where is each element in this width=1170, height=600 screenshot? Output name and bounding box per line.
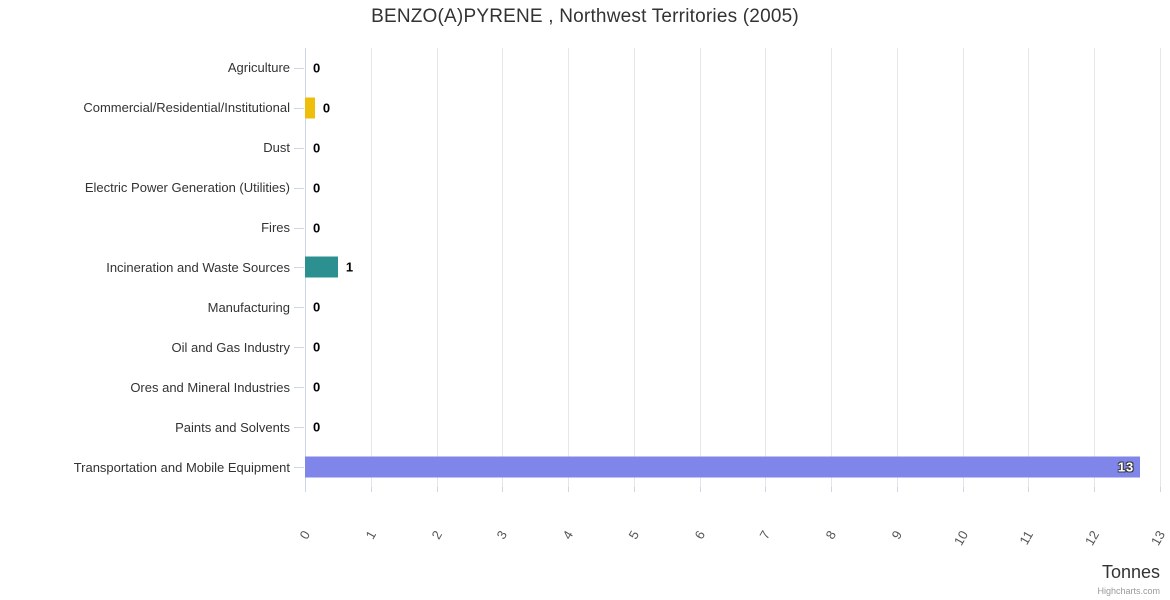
table-row: Agriculture 0	[0, 48, 1160, 88]
bar[interactable]	[305, 97, 315, 119]
gridline	[896, 48, 898, 487]
category-tick-mark	[294, 187, 304, 189]
table-row: Transportation and Mobile Equipment 13	[0, 447, 1160, 487]
x-axis-tick-mark	[831, 487, 833, 492]
table-row: Commercial/Residential/Institutional 0	[0, 88, 1160, 128]
x-axis-tick-mark	[1094, 487, 1096, 492]
x-axis-tick-mark	[699, 487, 701, 492]
category-label: Oil and Gas Industry	[171, 339, 291, 355]
gridline	[1028, 48, 1030, 487]
value-label: 1	[345, 259, 354, 275]
category-tick-mark	[294, 467, 304, 469]
x-axis-tick-mark	[765, 487, 767, 492]
value-label: 0	[313, 299, 321, 315]
highcharts-credits-link[interactable]: Highcharts.com	[1097, 586, 1160, 596]
table-row: Oil and Gas Industry 0	[0, 327, 1160, 367]
table-row: Ores and Mineral Industries 0	[0, 367, 1160, 407]
x-axis-tick-mark	[370, 487, 372, 492]
x-axis-title: Tonnes	[1101, 562, 1160, 582]
gridline	[370, 48, 372, 487]
x-axis-tick-mark	[896, 487, 898, 492]
category-label: Agriculture	[227, 60, 290, 76]
table-row: Dust 0	[0, 128, 1160, 168]
table-row: Paints and Solvents 0	[0, 407, 1160, 447]
value-label: 0	[322, 100, 331, 116]
category-tick-mark	[294, 227, 304, 229]
chart-title: BENZO(A)PYRENE , Northwest Territories (…	[371, 6, 799, 27]
value-label: 0	[313, 180, 321, 196]
category-rows: Agriculture 0 Commercial/Residential/Ins…	[0, 48, 1160, 487]
category-tick-mark	[294, 267, 304, 269]
table-row: Fires 0	[0, 208, 1160, 248]
gridline	[831, 48, 833, 487]
bar[interactable]	[305, 256, 338, 278]
value-label: 0	[313, 140, 321, 156]
value-label: 0	[313, 419, 321, 435]
x-axis-tick-mark	[1160, 487, 1161, 492]
gridline	[962, 48, 964, 487]
table-row: Electric Power Generation (Utilities) 0	[0, 168, 1160, 208]
gridline	[633, 48, 635, 487]
category-label: Incineration and Waste Sources	[106, 259, 290, 275]
x-axis-tick-mark	[568, 487, 570, 492]
gridline	[436, 48, 438, 487]
gridline	[765, 48, 767, 487]
category-tick-mark	[294, 307, 304, 309]
x-axis-tick-mark	[962, 487, 964, 492]
value-label: 0	[313, 379, 321, 395]
category-tick-mark	[294, 67, 304, 69]
category-label: Paints and Solvents	[175, 419, 290, 435]
x-axis-tick-mark	[502, 487, 504, 492]
value-label: 0	[313, 220, 321, 236]
category-label: Dust	[263, 140, 290, 156]
gridline	[699, 48, 701, 487]
category-tick-mark	[294, 347, 304, 349]
table-row: Manufacturing 0	[0, 287, 1160, 327]
category-tick-mark	[294, 387, 304, 389]
category-tick-mark	[294, 147, 304, 149]
x-axis-tick-mark	[436, 487, 438, 492]
value-label: 0	[313, 60, 321, 76]
x-axis-tick-mark	[1028, 487, 1030, 492]
category-label: Electric Power Generation (Utilities)	[84, 180, 290, 196]
gridline	[502, 48, 504, 487]
gridline	[1094, 48, 1096, 487]
category-label: Commercial/Residential/Institutional	[83, 100, 290, 116]
x-axis-tick-mark	[305, 487, 306, 492]
category-label: Transportation and Mobile Equipment	[73, 459, 290, 475]
category-label: Ores and Mineral Industries	[130, 379, 290, 395]
value-label: 0	[313, 339, 321, 355]
category-label: Manufacturing	[207, 299, 290, 315]
category-label: Fires	[261, 220, 290, 236]
gridline	[568, 48, 570, 487]
category-tick-mark	[294, 427, 304, 429]
bar[interactable]	[305, 456, 1141, 478]
gridline	[1160, 48, 1161, 487]
table-row: Incineration and Waste Sources 1	[0, 248, 1160, 288]
value-label: 13	[1117, 459, 1135, 475]
x-axis-tick-mark	[633, 487, 635, 492]
category-tick-mark	[294, 107, 304, 109]
